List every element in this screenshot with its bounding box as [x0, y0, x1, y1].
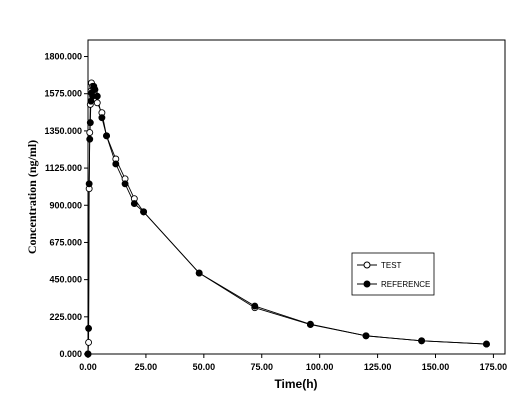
y-tick-label-1: 225.000	[49, 312, 82, 322]
point-reference-14	[121, 180, 129, 188]
legend: TEST REFERENCE	[351, 252, 435, 296]
x-tick-label-7: 175.00	[480, 362, 508, 372]
x-tick-label-5: 125.00	[364, 362, 392, 372]
point-reference-0	[84, 350, 92, 358]
point-reference-17	[195, 269, 203, 277]
y-tick-label-6: 1350.000	[44, 126, 82, 136]
series-lines	[87, 82, 487, 355]
point-reference-9	[91, 86, 99, 94]
y-axis-title: Concentration (ng/ml)	[25, 140, 39, 254]
point-reference-20	[362, 332, 370, 340]
point-reference-3	[86, 135, 94, 143]
point-test-10	[93, 99, 101, 107]
y-tick-label-0: 0.000	[59, 349, 82, 359]
x-tick-label-3: 75.00	[250, 362, 273, 372]
legend-marker-test	[363, 261, 371, 269]
x-tick-label-4: 100.00	[306, 362, 334, 372]
x-tick-label-6: 150.00	[422, 362, 450, 372]
series-line-test	[87, 82, 487, 355]
point-test-1	[85, 338, 93, 346]
point-reference-18	[251, 302, 259, 310]
x-tick-label-0: 0.00	[79, 362, 97, 372]
point-reference-22	[483, 340, 490, 348]
plot-frame	[87, 39, 506, 355]
series-markers	[84, 79, 490, 358]
point-reference-15	[130, 200, 138, 208]
point-reference-19	[306, 320, 314, 328]
point-reference-21	[418, 337, 426, 345]
series-line-reference	[87, 86, 487, 355]
x-tick-label-2: 50.00	[193, 362, 216, 372]
y-tick-label-4: 900.000	[49, 200, 82, 210]
y-tick-label-3: 675.000	[49, 237, 82, 247]
point-reference-16	[140, 208, 148, 216]
point-reference-2	[85, 180, 93, 188]
point-reference-1	[85, 324, 93, 332]
legend-label-test: TEST	[381, 261, 402, 270]
x-axis-title: Time(h)	[274, 377, 317, 391]
legend-label-reference: REFERENCE	[381, 280, 430, 289]
y-tick-label-7: 1575.000	[44, 89, 82, 99]
point-test-3	[86, 129, 94, 137]
axis-ticks: 0.00 25.00 50.00 75.00 100.00 125.00 150.00 175…	[44, 52, 507, 372]
point-reference-4	[86, 119, 94, 127]
y-tick-label-2: 450.000	[49, 275, 82, 285]
point-reference-10	[93, 92, 101, 100]
y-tick-label-8: 1800.000	[44, 52, 82, 62]
y-tick-label-5: 1125.000	[45, 163, 82, 173]
legend-marker-reference	[363, 280, 371, 288]
legend-box	[351, 252, 435, 296]
point-reference-11	[98, 114, 106, 122]
point-reference-12	[103, 132, 110, 140]
point-reference-13	[112, 160, 120, 168]
x-tick-label-1: 25.00	[135, 362, 158, 372]
